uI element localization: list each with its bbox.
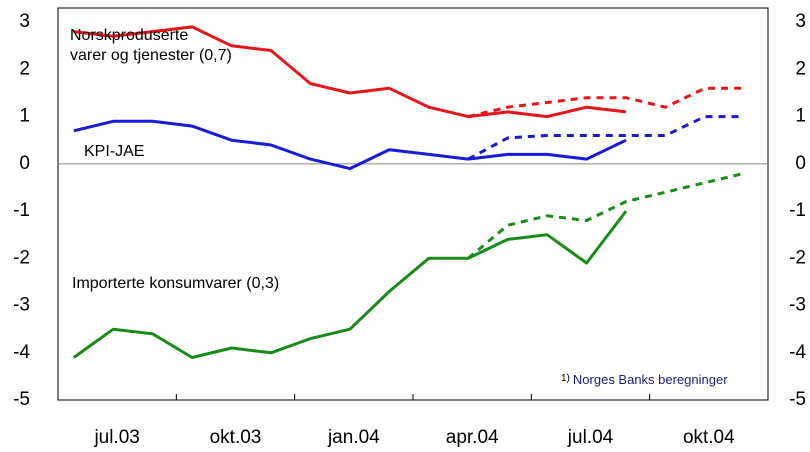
y-tick-label: 1: [19, 106, 30, 127]
series-label: Importerte konsumvarer (0,3): [72, 275, 279, 292]
series-label: Norskproduserte varer og tjenester (0,7): [70, 27, 232, 64]
series-line: [73, 119, 627, 171]
y-tick-label: -3: [13, 295, 30, 316]
y-tick-label: 2: [19, 58, 30, 79]
series-label: KPI-JAE: [84, 143, 144, 160]
y2-tick-label: -4: [789, 342, 806, 363]
y2-tick-label: -1: [789, 200, 806, 221]
y-tick-label: 0: [19, 153, 30, 174]
x-tick-label: jul.03: [93, 427, 139, 448]
forecast-line: [467, 171, 745, 260]
x-tick-label: jan.04: [327, 427, 380, 448]
y2-tick-label: 0: [795, 153, 806, 174]
footnote-text: Norges Banks beregninger: [573, 372, 728, 387]
y-tick-label: 3: [19, 11, 30, 32]
x-tick-label: okt.03: [210, 427, 262, 448]
footnote: 1) Norges Banks beregninger: [561, 372, 728, 387]
y2-tick-label: 1: [795, 106, 806, 127]
series-label-line: varer og tjenester (0,7): [70, 47, 232, 64]
y2-tick-label: 2: [795, 58, 806, 79]
x-tick-label: apr.04: [446, 427, 499, 448]
forecast-line: [467, 115, 745, 161]
series-label-line: Norskproduserte: [70, 27, 188, 44]
x-tick-label: jul.04: [567, 427, 614, 448]
series-line: [73, 25, 627, 119]
y-tick-label: -2: [13, 247, 30, 268]
y2-tick-label: -3: [789, 295, 806, 316]
y-tick-label: -5: [13, 389, 30, 410]
footnote-marker: 1): [561, 373, 570, 384]
y-tick-label: -4: [13, 342, 30, 363]
x-tick-label: okt.04: [683, 427, 735, 448]
forecast-line: [467, 86, 745, 119]
y2-tick-label: 3: [795, 11, 806, 32]
y2-tick-label: -5: [789, 389, 806, 410]
y-tick-label: -1: [13, 200, 30, 221]
y2-tick-label: -2: [789, 247, 806, 268]
series-line: [72, 210, 628, 359]
